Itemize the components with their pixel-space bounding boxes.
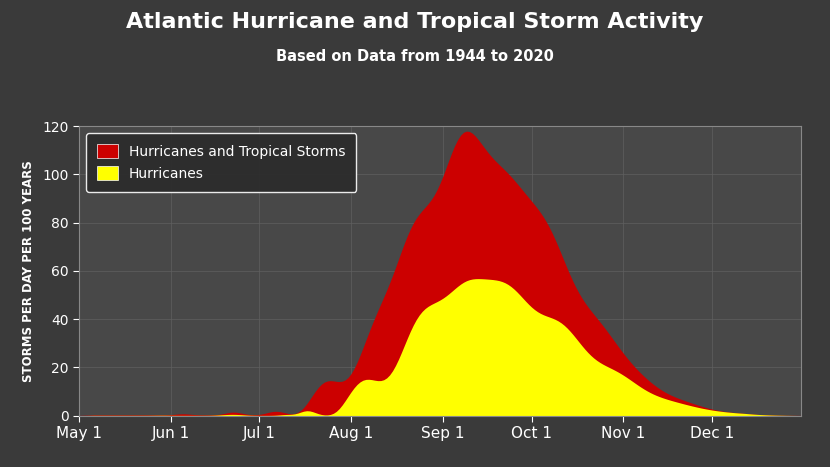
Text: Based on Data from 1944 to 2020: Based on Data from 1944 to 2020 xyxy=(276,49,554,64)
Legend: Hurricanes and Tropical Storms, Hurricanes: Hurricanes and Tropical Storms, Hurrican… xyxy=(85,133,356,192)
Text: Atlantic Hurricane and Tropical Storm Activity: Atlantic Hurricane and Tropical Storm Ac… xyxy=(126,12,704,32)
Y-axis label: STORMS PER DAY PER 100 YEARS: STORMS PER DAY PER 100 YEARS xyxy=(22,160,35,382)
